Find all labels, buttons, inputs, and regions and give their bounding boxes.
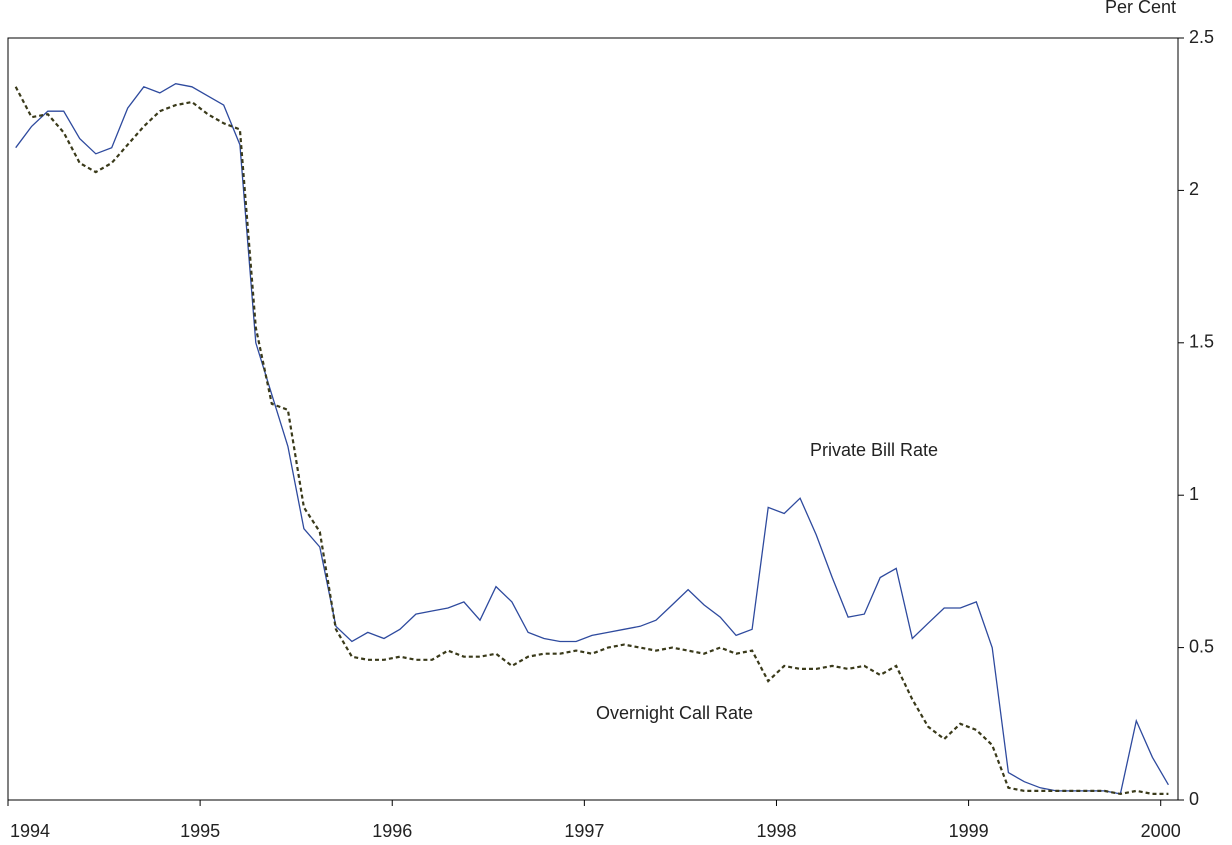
x-tick-label: 1994 bbox=[10, 821, 50, 841]
x-tick-label: 1999 bbox=[949, 821, 989, 841]
x-tick-label: 1997 bbox=[564, 821, 604, 841]
x-tick-label: 1996 bbox=[372, 821, 412, 841]
y-tick-label: 0 bbox=[1189, 789, 1199, 809]
plot-frame bbox=[7, 37, 1179, 801]
annotation: Private Bill Rate bbox=[810, 440, 938, 460]
y-tick-label: 2 bbox=[1189, 179, 1199, 199]
line bbox=[14, 86, 1169, 796]
y-tick-label: 1 bbox=[1189, 484, 1199, 504]
y-tick-label: 2.5 bbox=[1189, 27, 1214, 47]
y-tick-label: 1.5 bbox=[1189, 332, 1214, 352]
line bbox=[15, 83, 1169, 795]
x-tick-label: 2000 bbox=[1141, 821, 1181, 841]
x-tick-label: 1995 bbox=[180, 821, 220, 841]
annotation: Overnight Call Rate bbox=[596, 703, 753, 723]
x-tick-label: 1998 bbox=[756, 821, 796, 841]
y-tick-label: 0.5 bbox=[1189, 636, 1214, 656]
y-axis-label: Per Cent bbox=[1105, 0, 1176, 17]
